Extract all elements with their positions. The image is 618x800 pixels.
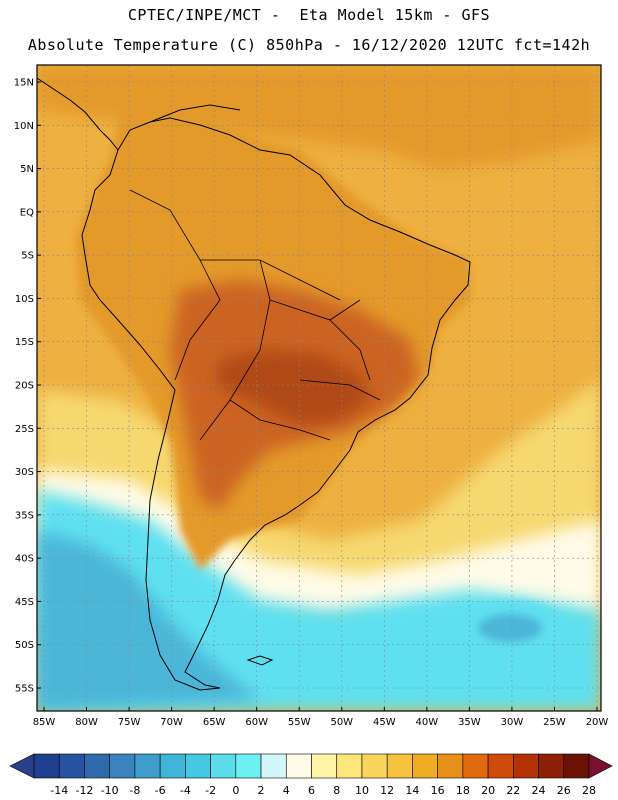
cold-swirl-core — [478, 614, 542, 642]
lon-label: 70W — [160, 717, 183, 728]
colorbar-swatch — [210, 753, 237, 779]
colorbar-label: 14 — [405, 784, 419, 797]
colorbar-swatch — [109, 753, 136, 779]
colorbar-min-arrow — [9, 753, 35, 779]
colorbar-swatch — [33, 753, 60, 779]
colorbar-label: 16 — [431, 784, 445, 797]
lat-label: 20S — [15, 381, 34, 392]
central-america-coast — [37, 77, 119, 151]
lon-label: 60W — [245, 717, 268, 728]
colorbar-label: 0 — [232, 784, 239, 797]
colorbar-swatch — [134, 753, 161, 779]
colorbar-label: -4 — [180, 784, 191, 797]
lat-label: 35S — [15, 510, 34, 521]
colorbar-label: 22 — [506, 784, 520, 797]
lon-label: 80W — [75, 717, 98, 728]
lon-label: 55W — [288, 717, 311, 728]
colorbar-swatch — [361, 753, 388, 779]
colorbar-label: 12 — [380, 784, 394, 797]
colorbar-labels: -14 -12 -10 -8 -6 -4 -2 0 2 4 6 8 10 12 14 16 18 20 22 24 26… — [50, 784, 596, 797]
caribbean-coast — [149, 104, 241, 123]
map-subtitle: Absolute Temperature (C) 850hPa - 16/12/… — [27, 36, 591, 54]
colorbar-label: 4 — [283, 784, 290, 797]
colorbar-label: 10 — [355, 784, 369, 797]
lat-lon-grid — [37, 65, 601, 711]
colorbar-swatch — [235, 753, 262, 779]
lat-label: 25S — [15, 424, 34, 435]
lat-label: 5N — [20, 164, 34, 175]
colorbar-label: 6 — [308, 784, 315, 797]
map-frame — [36, 64, 602, 712]
lon-label: 30W — [501, 717, 524, 728]
colorbar-label: 20 — [481, 784, 495, 797]
north-warm-band — [37, 65, 601, 170]
lon-label: 20W — [586, 717, 609, 728]
lat-label: 45S — [15, 597, 34, 608]
colorbar-label: 2 — [258, 784, 265, 797]
colorbar-label: 28 — [582, 784, 596, 797]
colorbar-swatch — [462, 753, 489, 779]
colorbar-swatch — [336, 753, 363, 779]
falkland-islands — [246, 655, 274, 666]
colorbar-swatch — [563, 753, 590, 779]
colorbar-swatch — [285, 753, 312, 779]
colorbar-label: -6 — [155, 784, 166, 797]
lat-label: 10S — [15, 294, 34, 305]
colorbar-label: 18 — [456, 784, 470, 797]
coastlines — [37, 77, 471, 691]
land-core-field — [215, 350, 370, 425]
lon-label: 35W — [458, 717, 481, 728]
national-borders — [129, 189, 381, 441]
colorbar-label: -10 — [101, 784, 119, 797]
longitude-labels: 85W 80W 75W 70W 65W 60W 55W 50W 45W 40W 35W 30W 25W 2… — [33, 717, 609, 728]
colorbar-swatch — [513, 753, 539, 779]
colorbar-label: 24 — [532, 784, 546, 797]
temperature-field — [37, 65, 601, 711]
colorbar-swatch — [84, 753, 110, 779]
colorbar-max-arrow — [588, 753, 613, 779]
colorbar-label: -14 — [50, 784, 68, 797]
lon-label: 25W — [543, 717, 566, 728]
colorbar-swatch — [311, 753, 338, 779]
lon-label: 85W — [33, 717, 56, 728]
colorbar-label: -2 — [205, 784, 216, 797]
lat-label: EQ — [20, 207, 34, 218]
lon-label: 45W — [373, 717, 396, 728]
lon-label: 75W — [118, 717, 141, 728]
colorbar-swatch — [386, 753, 413, 779]
lat-label: 5S — [21, 251, 34, 262]
lat-label: 15S — [15, 337, 34, 348]
map-title: CPTEC/INPE/MCT - Eta Model 15km - GFS — [127, 6, 491, 24]
lat-label: 40S — [15, 554, 34, 565]
colorbar-swatch — [159, 753, 186, 779]
south-america-coast — [81, 117, 471, 691]
lat-label: 55S — [15, 684, 34, 695]
lon-label: 50W — [330, 717, 353, 728]
lon-label: 65W — [203, 717, 226, 728]
colorbar-label: 26 — [557, 784, 571, 797]
colorbar-label: -12 — [75, 784, 93, 797]
colorbar-label: 8 — [333, 784, 340, 797]
colorbar-swatch — [260, 753, 287, 779]
latitude-labels: 15N 10N 5N EQ 5S 10S 15S 20S 25S 30S 35S 40S 45S 50S 5… — [14, 78, 34, 695]
colorbar-swatch — [185, 753, 211, 779]
colorbar-swatch — [487, 753, 514, 779]
colorbar-swatch — [437, 753, 464, 779]
lat-label: 30S — [15, 467, 34, 478]
sea-cold-blue-band — [37, 530, 260, 711]
lon-label: 40W — [416, 717, 439, 728]
lat-label: 50S — [15, 640, 34, 651]
colorbar — [9, 753, 613, 779]
colorbar-swatch — [412, 753, 438, 779]
colorbar-label: -8 — [129, 784, 140, 797]
lat-label: 10N — [14, 121, 34, 132]
colorbar-swatch — [538, 753, 565, 779]
colorbar-swatch — [58, 753, 85, 779]
lat-label: 15N — [14, 78, 34, 89]
